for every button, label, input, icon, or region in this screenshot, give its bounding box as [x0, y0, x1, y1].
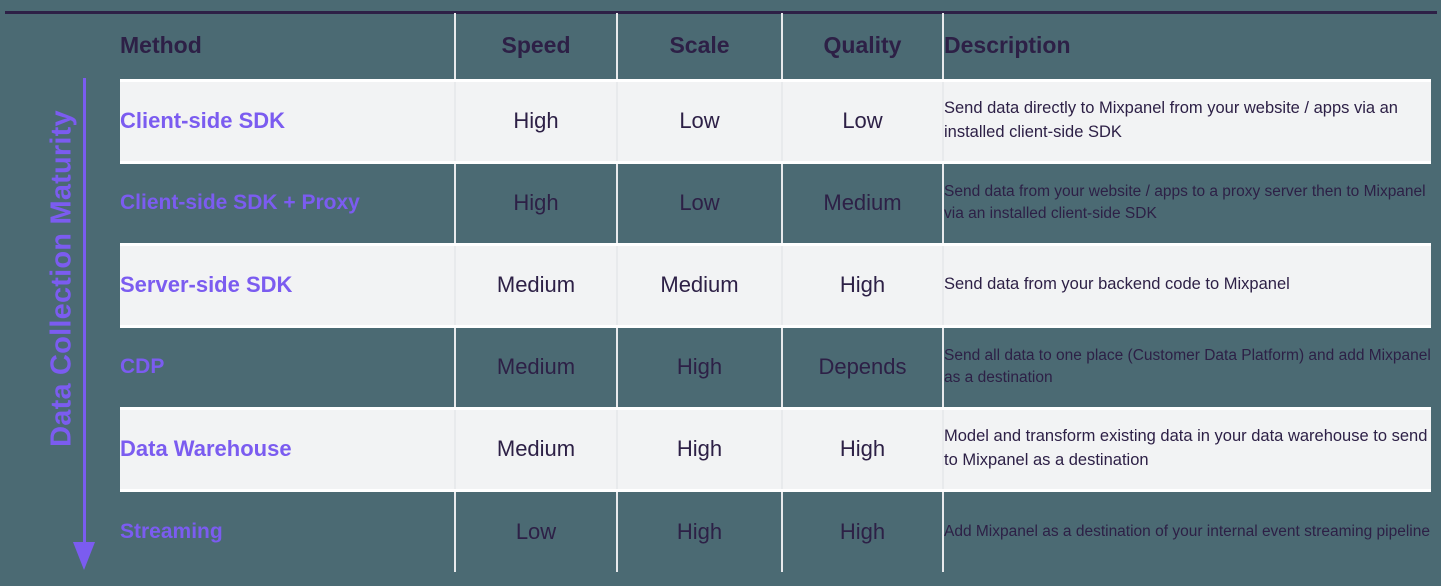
- cell-scale: High: [616, 406, 782, 492]
- column-header-method: Method: [120, 32, 202, 59]
- cell-description: Send data from your website / apps to a …: [942, 162, 1431, 244]
- maturity-axis-label: Data Collection Maturity: [45, 110, 78, 447]
- column-header-scale: Scale: [616, 13, 782, 80]
- cell-speed: Low: [454, 490, 617, 572]
- top-divider-rule: [5, 11, 1437, 14]
- cell-description: Add Mixpanel as a destination of your in…: [942, 490, 1431, 572]
- cell-method: Data Warehouse: [120, 406, 455, 492]
- table-row: Client-side SDK High Low Low Send data d…: [120, 78, 1431, 164]
- cell-scale: Medium: [616, 242, 782, 328]
- cell-quality: High: [781, 406, 943, 492]
- cell-method: Client-side SDK: [120, 78, 455, 164]
- arrow-down-icon: [73, 542, 95, 570]
- cell-speed: High: [454, 78, 617, 164]
- cell-scale: Low: [616, 162, 782, 244]
- cell-method: Server-side SDK: [120, 242, 455, 328]
- cell-quality: High: [781, 490, 943, 572]
- cell-speed: High: [454, 162, 617, 244]
- cell-quality: Medium: [781, 162, 943, 244]
- cell-description: Send data directly to Mixpanel from your…: [942, 78, 1431, 164]
- maturity-arrow-line: [83, 78, 86, 544]
- table-body: Client-side SDK High Low Low Send data d…: [120, 78, 1431, 572]
- column-header-speed: Speed: [454, 13, 617, 80]
- table-row: Data Warehouse Medium High High Model an…: [120, 406, 1431, 492]
- cell-speed: Medium: [454, 326, 617, 408]
- cell-scale: Low: [616, 78, 782, 164]
- table-row: Server-side SDK Medium Medium High Send …: [120, 242, 1431, 328]
- column-header-quality: Quality: [781, 13, 943, 80]
- cell-quality: High: [781, 242, 943, 328]
- table-row: Streaming Low High High Add Mixpanel as …: [120, 490, 1431, 572]
- cell-description: Send all data to one place (Customer Dat…: [942, 326, 1431, 408]
- maturity-axis: Data Collection Maturity: [0, 0, 120, 586]
- table-row: CDP Medium High Depends Send all data to…: [120, 326, 1431, 408]
- cell-description: Model and transform existing data in you…: [942, 406, 1431, 492]
- table-row: Client-side SDK + Proxy High Low Medium …: [120, 162, 1431, 244]
- cell-description: Send data from your backend code to Mixp…: [942, 242, 1431, 328]
- table-header-row: Method Speed Scale Quality Description: [120, 13, 1431, 80]
- cell-method: Streaming: [120, 519, 223, 543]
- cell-speed: Medium: [454, 406, 617, 492]
- data-collection-methods-table: Method Speed Scale Quality Description C…: [120, 13, 1431, 572]
- table-header: Method Speed Scale Quality Description: [120, 13, 1431, 80]
- cell-scale: High: [616, 326, 782, 408]
- cell-speed: Medium: [454, 242, 617, 328]
- cell-method: Client-side SDK + Proxy: [120, 191, 360, 214]
- cell-method: CDP: [120, 355, 165, 378]
- column-header-description: Description: [942, 13, 1431, 80]
- cell-quality: Depends: [781, 326, 943, 408]
- cell-quality: Low: [781, 78, 943, 164]
- cell-scale: High: [616, 490, 782, 572]
